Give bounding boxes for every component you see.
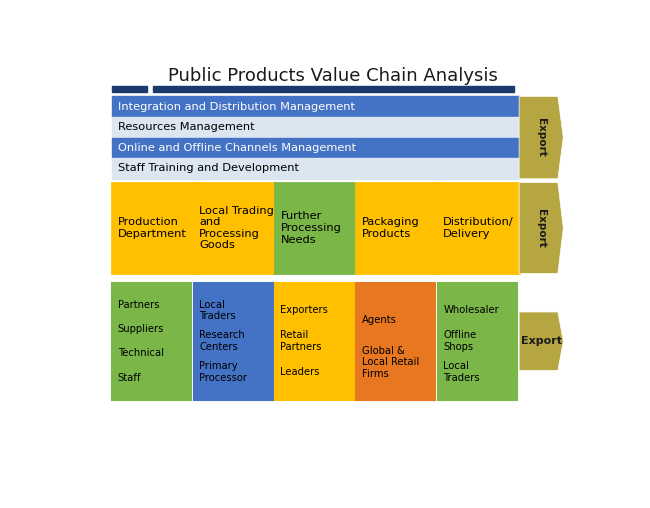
Bar (437, 283, 517, 400)
Bar (356, 283, 436, 400)
Text: Exporters: Exporters (280, 305, 328, 315)
Text: Suppliers: Suppliers (118, 324, 164, 334)
Text: Staff Training and Development: Staff Training and Development (118, 164, 300, 173)
Text: Retail
Partners: Retail Partners (280, 330, 322, 352)
Text: Staff: Staff (118, 373, 141, 383)
Polygon shape (519, 312, 564, 370)
Bar (112, 283, 191, 400)
Text: Primary
Processor: Primary Processor (199, 361, 247, 383)
Polygon shape (519, 97, 564, 179)
Text: Agents: Agents (362, 315, 396, 325)
Text: Research
Centers: Research Centers (199, 330, 245, 352)
Text: Resources Management: Resources Management (118, 122, 255, 132)
Text: Production
Department: Production Department (118, 217, 187, 239)
Text: Export: Export (536, 118, 546, 157)
Bar (275, 182, 356, 273)
Text: Integration and Distribution Management: Integration and Distribution Management (118, 102, 356, 112)
Bar (356, 182, 437, 273)
Bar (112, 158, 519, 179)
Bar (112, 182, 194, 273)
Text: Technical: Technical (118, 348, 164, 359)
Bar (437, 182, 519, 273)
Text: Local
Traders: Local Traders (199, 300, 236, 321)
Text: Global &
Local Retail
Firms: Global & Local Retail Firms (362, 345, 419, 379)
Text: Partners: Partners (118, 300, 159, 310)
Text: Export: Export (536, 209, 546, 247)
Text: Offline
Shops: Offline Shops (443, 330, 476, 352)
Bar (112, 138, 519, 158)
Bar (275, 283, 354, 400)
Text: Local Trading
and
Processing
Goods: Local Trading and Processing Goods (199, 206, 274, 250)
Text: Online and Offline Channels Management: Online and Offline Channels Management (118, 143, 357, 153)
Text: Export: Export (521, 336, 562, 346)
Bar (112, 97, 519, 117)
Text: Wholesaler: Wholesaler (443, 305, 499, 315)
Text: Local
Traders: Local Traders (443, 361, 480, 383)
Text: Further
Processing
Needs: Further Processing Needs (280, 211, 341, 245)
Polygon shape (519, 182, 564, 273)
Bar (194, 283, 273, 400)
Bar (153, 86, 514, 92)
Bar (112, 117, 519, 138)
Bar (194, 182, 275, 273)
Text: Distribution/
Delivery: Distribution/ Delivery (443, 217, 514, 239)
Text: Public Products Value Chain Analysis: Public Products Value Chain Analysis (168, 68, 498, 85)
Text: Packaging
Products: Packaging Products (362, 217, 419, 239)
Bar (112, 86, 147, 92)
Text: Leaders: Leaders (280, 367, 320, 377)
